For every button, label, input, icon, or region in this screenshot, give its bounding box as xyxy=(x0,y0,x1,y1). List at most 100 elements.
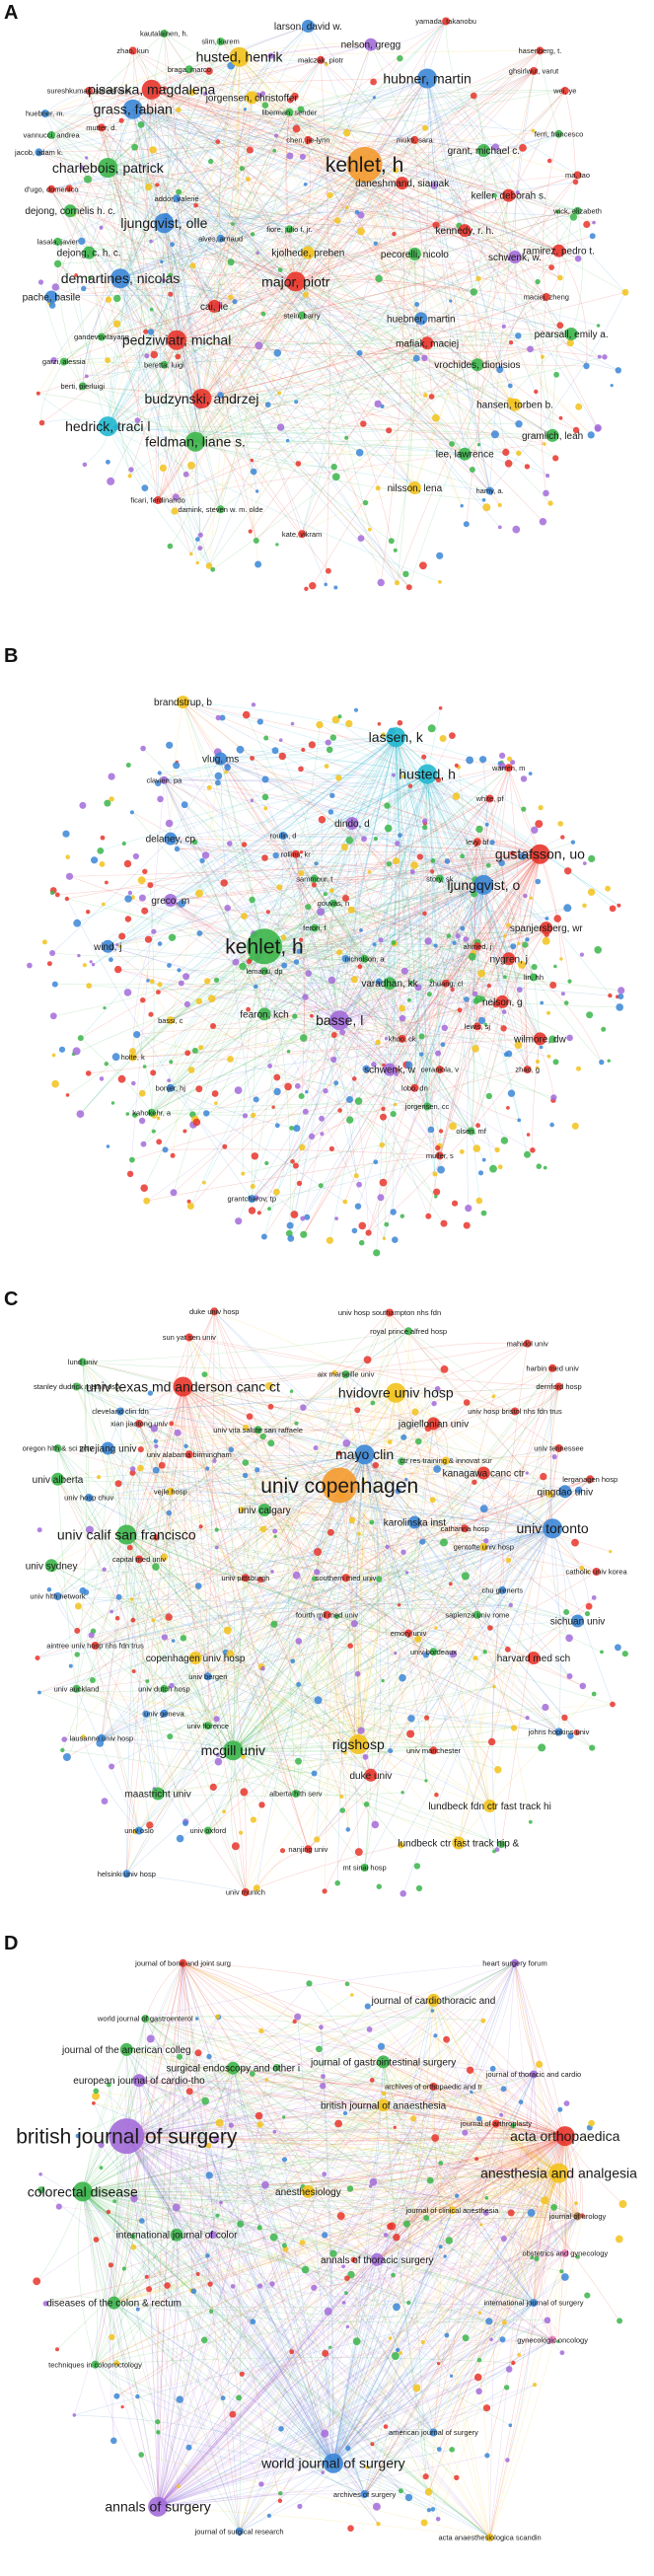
minor-node xyxy=(195,2017,199,2021)
edge xyxy=(476,884,484,1027)
edge xyxy=(368,983,447,1233)
edge xyxy=(110,1528,553,1767)
edge xyxy=(181,736,397,984)
edge xyxy=(233,1521,415,1751)
edge xyxy=(182,1962,240,2398)
edge xyxy=(364,2135,566,2495)
minor-node xyxy=(51,1079,59,1088)
edge xyxy=(316,773,428,864)
edge xyxy=(483,1472,588,1573)
minor-node xyxy=(253,1096,259,1103)
minor-node xyxy=(303,183,308,186)
edge xyxy=(82,1360,368,1368)
minor-node xyxy=(595,425,601,432)
edge xyxy=(364,164,546,298)
minor-node xyxy=(301,747,306,753)
edge xyxy=(407,1528,553,1634)
edge xyxy=(126,2074,535,2137)
edge xyxy=(164,95,474,365)
edge xyxy=(138,2080,565,2137)
minor-node xyxy=(572,179,579,185)
edge xyxy=(108,141,218,169)
edge xyxy=(182,1962,334,2464)
edge xyxy=(201,254,415,400)
node-label: lund univ xyxy=(68,1358,98,1366)
edge xyxy=(170,900,340,1021)
node-circle xyxy=(173,194,182,203)
minor-node xyxy=(377,1194,385,1202)
edge xyxy=(396,884,484,1074)
edge xyxy=(295,194,509,282)
node-circle xyxy=(203,1826,212,1835)
node-circle xyxy=(110,268,130,289)
minor-node xyxy=(165,819,174,828)
edge xyxy=(322,2172,559,2473)
edge xyxy=(126,2135,535,2304)
minor-node xyxy=(271,1105,275,1109)
edge xyxy=(126,2135,334,2464)
edge xyxy=(119,278,618,371)
edge xyxy=(113,2237,274,2304)
minor-node xyxy=(242,1472,249,1479)
minor-node xyxy=(487,1737,496,1746)
edge xyxy=(327,1614,559,1732)
edge xyxy=(289,90,565,113)
minor-node xyxy=(214,1527,219,1532)
minor-node xyxy=(412,2384,421,2392)
edge xyxy=(297,2017,334,2464)
edge xyxy=(151,1106,428,1116)
edge xyxy=(220,758,402,1040)
node-circle xyxy=(216,234,225,243)
edge xyxy=(101,127,196,442)
node-circle xyxy=(44,290,58,304)
minor-node xyxy=(246,146,254,154)
edge xyxy=(439,853,541,1156)
edge xyxy=(57,263,178,340)
edge xyxy=(263,841,478,947)
edge xyxy=(57,1534,127,1597)
minor-node xyxy=(142,1065,147,1068)
minor-node xyxy=(318,1183,324,1189)
node-label: rigshosp xyxy=(332,1736,385,1752)
edge xyxy=(233,1479,591,1751)
minor-node xyxy=(86,983,93,989)
edge xyxy=(182,1386,331,1533)
edge xyxy=(295,853,305,1097)
minor-node xyxy=(300,1034,308,1042)
node-label: mcgill univ xyxy=(201,1742,265,1758)
node-label: vejle hosp xyxy=(154,1487,187,1496)
minor-node xyxy=(543,489,549,497)
edge xyxy=(155,339,178,501)
node-label: duke univ hosp xyxy=(189,1307,239,1316)
minor-node xyxy=(426,992,432,997)
minor-node xyxy=(298,766,304,773)
edge xyxy=(170,946,265,1088)
edge xyxy=(78,1521,415,1607)
minor-node xyxy=(89,1677,96,1683)
node-label: wilmore, dw xyxy=(513,1034,567,1045)
edge xyxy=(170,900,340,1021)
edge xyxy=(126,2135,565,2254)
edge xyxy=(126,2135,565,2141)
edge xyxy=(126,1534,165,1689)
minor-node xyxy=(158,1461,166,1469)
minor-node xyxy=(204,978,211,985)
edge xyxy=(101,127,123,279)
edge xyxy=(452,2135,565,2211)
minor-node xyxy=(149,239,153,244)
minor-node xyxy=(354,707,358,712)
minor-node xyxy=(85,1070,92,1076)
edge xyxy=(109,2136,127,2441)
minor-node xyxy=(248,1207,256,1214)
minor-node xyxy=(310,1013,314,1018)
edge xyxy=(433,2000,559,2173)
edge xyxy=(233,2067,434,2088)
edge xyxy=(44,112,221,510)
edge xyxy=(314,927,486,1025)
minor-node xyxy=(156,990,161,994)
minor-node xyxy=(208,2309,214,2314)
edge xyxy=(428,2000,442,2511)
node-circle xyxy=(301,2184,315,2198)
node-circle xyxy=(485,794,494,803)
edge xyxy=(298,1684,559,1732)
